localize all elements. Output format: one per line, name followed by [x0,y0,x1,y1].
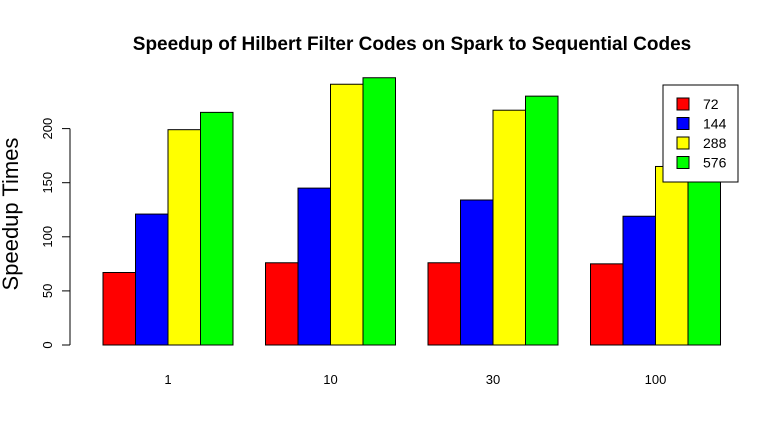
bar-288-100 [655,165,689,346]
y-axis-label: Speedup Times [0,138,23,291]
legend-label: 288 [703,135,727,151]
legend-label: 72 [703,96,719,112]
x-tick-label: 10 [323,372,337,387]
legend-swatch [676,136,690,150]
bar-288-10 [330,83,364,346]
bar-72-1 [102,272,136,346]
bars [102,77,721,346]
bar-72-10 [265,262,299,346]
y-tick-label: 50 [40,284,55,298]
y-tick-label: 0 [40,341,55,348]
legend-label: 144 [703,116,727,132]
legend-swatch [676,156,690,169]
bar-576-30 [525,95,559,346]
x-axis-ticks: 1 10 30 100 [164,372,666,387]
bar-72-30 [427,262,461,346]
y-tick-label: 200 [40,118,55,140]
legend-swatch [676,117,690,130]
legend-swatch [676,97,690,111]
bar-576-10 [362,77,396,346]
bar-576-100 [687,160,721,346]
x-tick-label: 100 [645,372,667,387]
bar-144-30 [460,199,494,346]
legend-box [662,84,739,183]
y-axis: 0 50 100 150 200 [40,118,71,349]
bar-288-1 [167,129,201,346]
bar-144-100 [622,215,656,346]
bar-288-30 [492,109,526,346]
bar-576-1 [200,111,234,346]
bar-144-10 [297,187,331,346]
legend: 72 144 288 576 [662,84,739,183]
x-tick-label: 30 [486,372,500,387]
y-tick-label: 100 [40,226,55,248]
legend-label: 576 [703,155,727,171]
y-tick-label: 150 [40,172,55,194]
chart-title: Speedup of Hilbert Filter Codes on Spark… [133,34,691,55]
bar-72-100 [590,263,624,346]
bar-144-1 [135,213,169,346]
x-tick-label: 1 [164,372,171,387]
